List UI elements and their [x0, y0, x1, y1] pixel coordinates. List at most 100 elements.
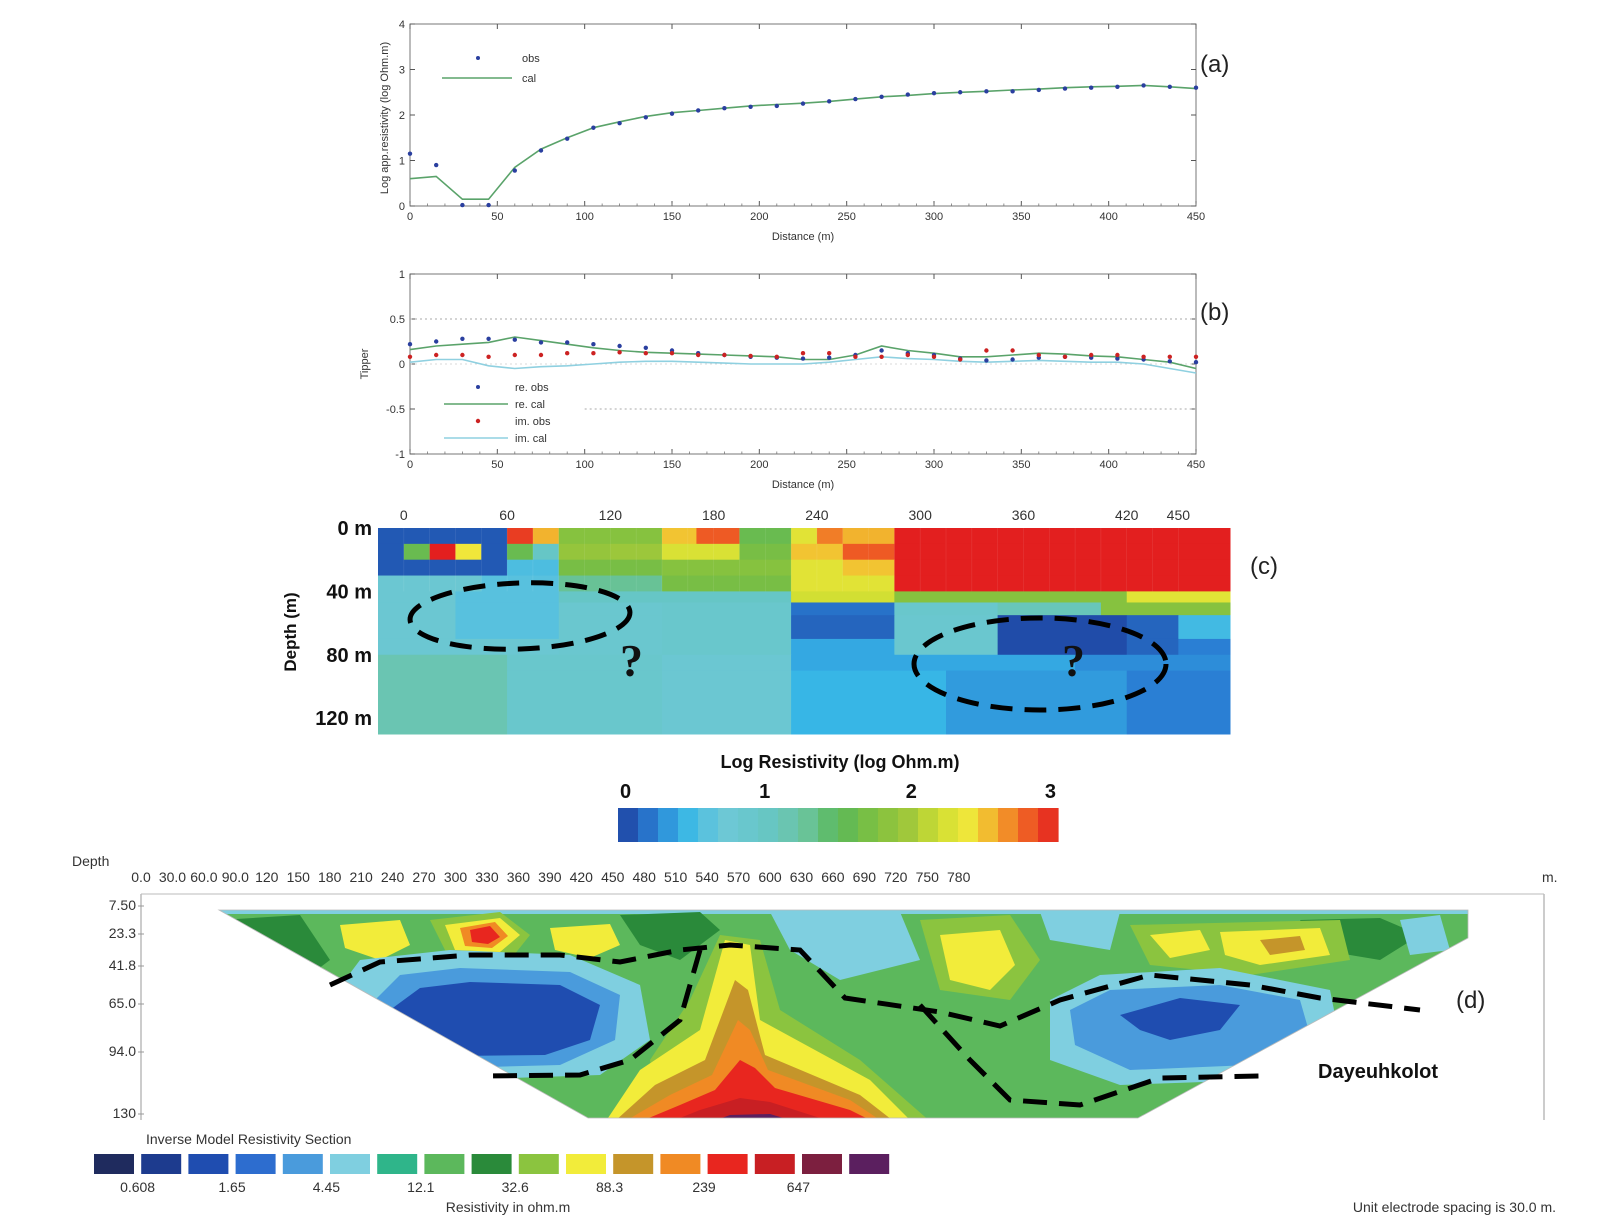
panel-c-x-tick-label: 420	[1115, 507, 1139, 523]
panel-d-x-tick-label: 30.0	[159, 869, 186, 885]
resistivity-cell	[662, 591, 792, 603]
resistivity-cell	[378, 559, 508, 577]
panel-d-x-tick-label: 570	[727, 869, 751, 885]
interpretation-dashed-lines	[328, 942, 1421, 1108]
panel-b-point-re-obs	[984, 358, 989, 363]
panel-b-y-tick-labels: -1 -0.5 0 0.5 1	[386, 269, 405, 461]
panel-b-point-re-obs	[827, 355, 832, 360]
legend-value-label: 12.1	[407, 1179, 434, 1195]
dashed-boundary-left-plume	[484, 949, 703, 1079]
colorbar-segment	[758, 808, 779, 842]
panel-a-y-tick-labels: 0 1 2 3 4	[399, 19, 405, 213]
resistivity-cell	[791, 602, 895, 616]
contour-lightblue-right-top	[1040, 912, 1120, 950]
panel-b-point-im-obs	[931, 354, 937, 359]
resistivity-cell	[791, 670, 947, 735]
resistivity-cell	[558, 591, 663, 603]
legend-swatch	[330, 1154, 370, 1174]
panel-a-point-obs	[460, 202, 465, 208]
colorbar-segment	[818, 808, 839, 842]
panel-d-x-tick-label: 210	[349, 869, 373, 885]
panel-d-depth-tick-label: 130	[113, 1105, 137, 1121]
contour-darkblue-low-right	[1120, 998, 1240, 1040]
panel-d-depth-tick-label: 7.50	[109, 897, 136, 913]
panel-a-point-obs	[827, 99, 832, 104]
anomaly-ellipse-left	[407, 580, 633, 652]
question-mark-left: ?	[620, 635, 643, 686]
resistivity-legend-values: 0.608 1.65 4.45 12.1 32.6 88.3 239 647	[120, 1179, 810, 1195]
resistivity-cell	[894, 638, 999, 656]
resistivity-cell	[378, 591, 456, 603]
legend-obs-marker	[476, 56, 480, 60]
panel-b-x-tick-label: 400	[1099, 459, 1117, 471]
panel-a-point-obs	[1089, 85, 1094, 90]
colorbar-tick-label: 2	[906, 781, 917, 803]
panel-b-y-tick-label: 1	[399, 269, 405, 281]
resistivity-cell	[662, 638, 792, 656]
panel-b-point-im-obs	[827, 351, 832, 356]
panel-b-x-tick-label: 100	[575, 459, 593, 471]
resistivity-cell	[1100, 602, 1231, 616]
panel-b-point-re-obs	[460, 336, 465, 341]
panel-c-x-tick-label: 120	[599, 507, 623, 523]
panel-d-x-tick-label: 720	[884, 869, 908, 885]
panel-b-point-im-obs	[722, 352, 727, 358]
panel-b-point-im-obs	[958, 357, 963, 362]
resistivity-cell	[558, 543, 611, 561]
resistivity-cell	[739, 543, 792, 561]
panel-c-depth-tick-label: 0 m	[338, 518, 372, 540]
panel-d-depth-tick-label: 23.3	[109, 925, 136, 941]
colorbar-segment	[798, 808, 819, 842]
panel-d-x-unit: m.	[1542, 869, 1558, 885]
panel-b-point-im-obs	[669, 351, 675, 356]
panel-b-point-re-obs	[1010, 357, 1015, 362]
panel-c-depth-tick-label: 120 m	[315, 708, 372, 730]
resistivity-cell	[696, 528, 740, 545]
resistivity-cell	[791, 591, 895, 603]
resistivity-cell	[739, 528, 792, 545]
resistivity-cell	[481, 528, 508, 545]
legend-im-obs-marker	[475, 418, 481, 424]
panel-d-x-tick-label: 60.0	[190, 869, 217, 885]
colorbar-segment	[918, 808, 939, 842]
panel-b-point-im-obs	[1193, 354, 1199, 359]
colorbar-segment	[878, 808, 899, 842]
panel-b-x-tick-label: 50	[491, 459, 503, 471]
resistivity-cell	[662, 654, 792, 672]
panel-c-depth-tick-label: 40 m	[326, 581, 372, 603]
resistivity-cell	[894, 575, 1231, 592]
resistivity-cell	[1178, 638, 1231, 656]
panel-c-resistivity-cells	[378, 528, 1231, 735]
colorbar-segment	[658, 808, 679, 842]
contour-lightblue-upper	[770, 912, 920, 980]
panel-b-legend: re. obs re. cal im. obs im. cal	[444, 382, 551, 445]
resistivity-cell	[429, 528, 482, 545]
resistivity-cell	[455, 615, 560, 640]
contour-darkblue-low-left	[390, 982, 600, 1056]
panel-d-x-tick-label: 750	[916, 869, 940, 885]
panel-a-point-obs	[1115, 84, 1120, 89]
resistivity-cell	[816, 528, 844, 545]
panel-b-series-im-cal-line	[409, 355, 1197, 374]
colorbar-segment	[738, 808, 759, 842]
resistivity-cell	[378, 670, 508, 735]
legend-im-obs-label: im. obs	[515, 416, 551, 428]
panel-b-point-im-obs	[486, 354, 491, 359]
colorbar-tick-label: 3	[1045, 781, 1056, 803]
panel-c-chart: 0 60 120 180 240 300 360 420 450 0 m40 m80 m120 …	[281, 507, 1278, 842]
panel-a-point-obs	[879, 94, 884, 100]
resistivity-cell	[662, 559, 792, 577]
panel-b-y-tick-label: -0.5	[386, 404, 405, 416]
panel-a-point-obs	[407, 151, 413, 156]
colorbar-segment	[898, 808, 919, 842]
panel-b-point-re-obs	[407, 342, 413, 347]
legend-units-title: Resistivity in ohm.m	[446, 1199, 570, 1215]
resistivity-cell	[791, 638, 895, 656]
colorbar-segment	[718, 808, 739, 842]
panel-a-point-obs	[617, 120, 622, 126]
resistivity-cell	[791, 654, 895, 672]
resistivity-cell	[894, 615, 999, 640]
legend-swatch	[94, 1154, 134, 1174]
panel-b-point-im-obs	[1089, 352, 1094, 358]
